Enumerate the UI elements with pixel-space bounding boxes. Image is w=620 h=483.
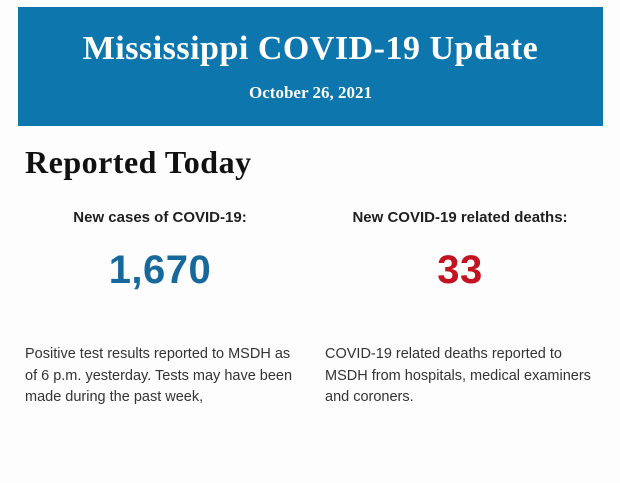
deaths-description-col: COVID-19 related deaths reported to MSDH… xyxy=(325,344,595,409)
header-banner: Mississippi COVID-19 Update October 26, … xyxy=(18,7,603,126)
page-title: Mississippi COVID-19 Update xyxy=(82,30,539,67)
stats-row: New cases of COVID-19: 1,670 New COVID-1… xyxy=(25,208,595,292)
new-cases-value: 1,670 xyxy=(108,248,212,292)
section-heading: Reported Today xyxy=(25,144,252,180)
stat-new-cases: New cases of COVID-19: 1,670 xyxy=(25,208,295,292)
new-cases-description: Positive test results reported to MSDH a… xyxy=(25,346,293,405)
report-date: October 26, 2021 xyxy=(249,83,372,102)
report-body: Reported Today New cases of COVID-19: 1,… xyxy=(0,144,620,409)
stat-new-deaths: New COVID-19 related deaths: 33 xyxy=(325,208,595,292)
new-cases-label: New cases of COVID-19: xyxy=(73,209,247,226)
new-deaths-description: COVID-19 related deaths reported to MSDH… xyxy=(325,346,591,405)
new-deaths-label: New COVID-19 related deaths: xyxy=(352,209,568,226)
cases-description-col: Positive test results reported to MSDH a… xyxy=(25,344,295,409)
new-deaths-value: 33 xyxy=(437,248,483,292)
descriptions-row: Positive test results reported to MSDH a… xyxy=(25,344,595,409)
